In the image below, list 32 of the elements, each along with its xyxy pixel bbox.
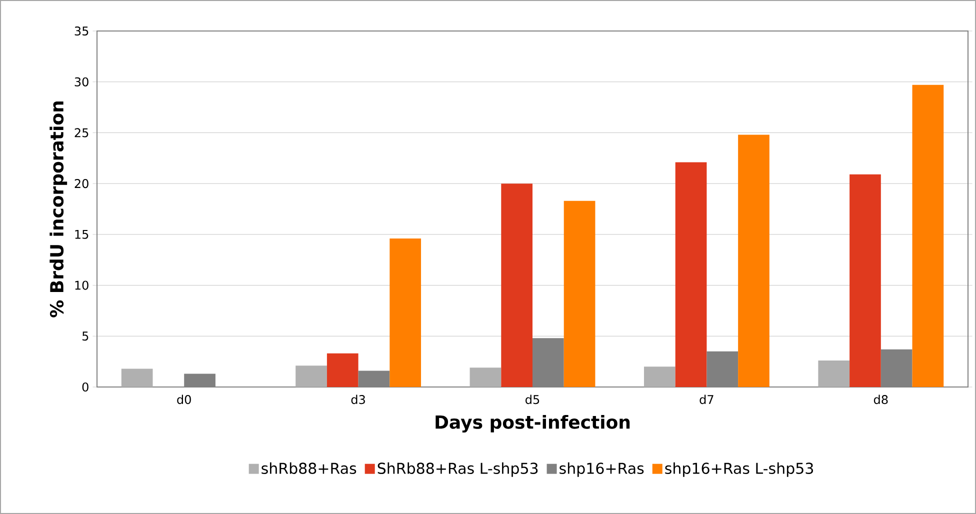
bar [818,360,850,387]
bar [470,368,502,387]
legend-label: shp16+Ras [560,462,644,477]
y-tick-label: 0 [82,382,88,392]
y-tick-label: 35 [74,26,88,36]
bar [390,238,422,387]
y-tick-label: 10 [75,280,88,290]
x-axis-title: Days post-infection [436,414,630,433]
legend-label: shRb88+Ras [262,462,356,474]
x-tick-label: d5 [526,394,540,404]
legend-label: shp16+Ras L-shp53 [665,462,813,477]
bar [644,366,676,387]
legend-label: ShRb88+Ras L-shp53 [378,462,538,477]
bar [121,368,153,387]
x-tick-label: d3 [351,394,365,404]
bar [501,184,533,387]
y-tick-label: 20 [74,179,88,188]
bar [326,353,358,387]
x-tick-label: d0 [177,394,191,404]
x-tick-label: d8 [874,394,888,404]
y-axis-title: % BrdU incorporation [50,101,68,318]
bar [564,200,596,387]
y-tick-label: 15 [75,230,88,239]
bar [912,84,944,387]
bar [675,162,707,387]
y-tick-label: 30 [74,77,88,86]
y-tick-label: 5 [82,332,88,341]
bar [850,174,881,387]
bar [296,366,327,387]
x-tick-label: d7 [700,394,714,404]
bar [738,134,770,387]
y-tick-label: 25 [74,128,88,138]
